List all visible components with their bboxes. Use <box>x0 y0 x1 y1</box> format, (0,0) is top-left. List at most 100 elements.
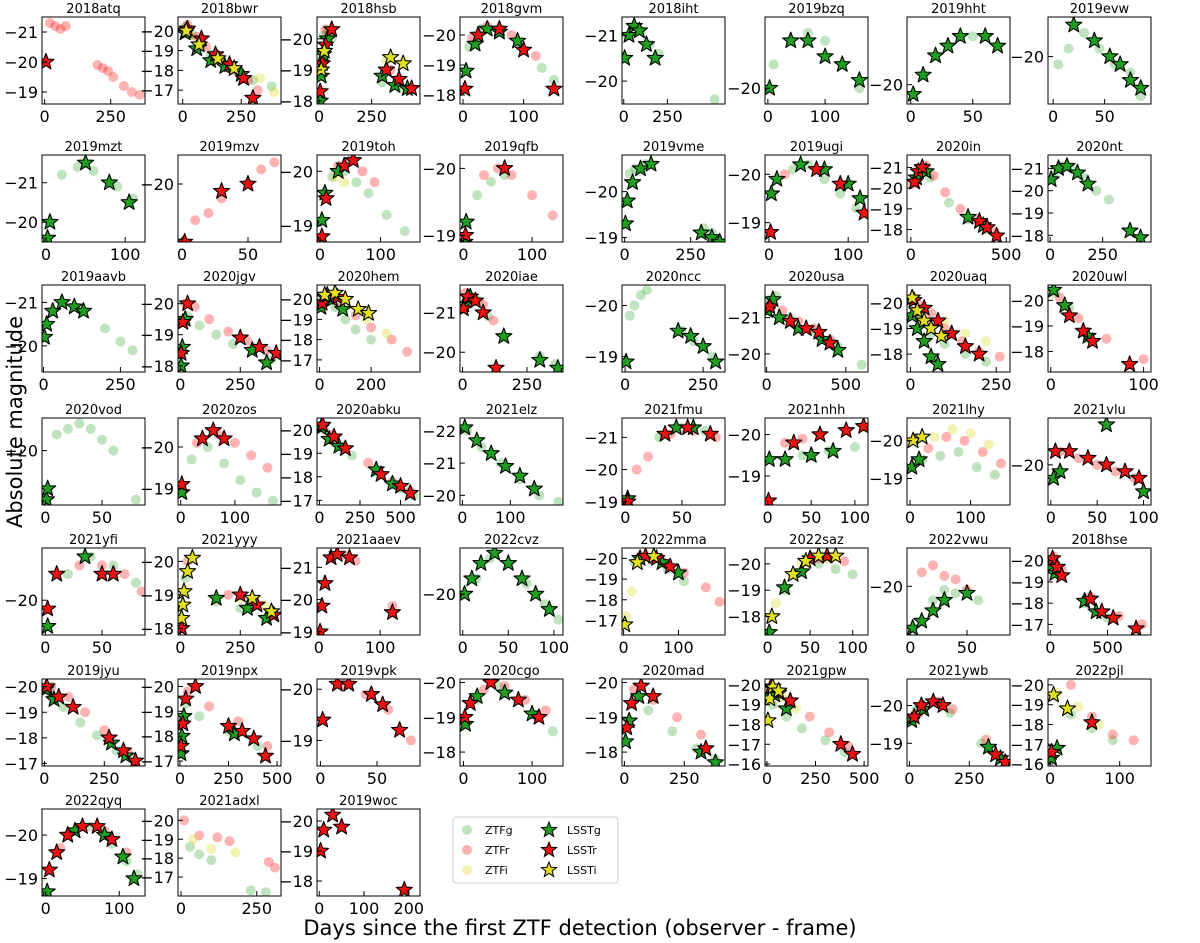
legend-marker-lsstr <box>540 840 558 858</box>
panel-title: 2021fmu <box>644 403 703 418</box>
axes-frame <box>41 154 146 243</box>
panel-title: 2021ywb <box>929 664 989 679</box>
lsstr-star <box>632 679 650 694</box>
y-tick-label: −19 <box>727 696 761 715</box>
lsstr-star <box>42 599 57 617</box>
ztfr-point <box>80 707 91 718</box>
lsstr-star <box>390 70 408 87</box>
axes-frame <box>764 154 869 243</box>
lsstr-star <box>832 735 850 752</box>
data-marks <box>622 418 721 505</box>
lsstr-star <box>317 596 331 614</box>
ztfi-point <box>254 73 265 84</box>
panel-2021aaev: 2021aaev 0 100 −21 −20 −19 <box>279 533 421 657</box>
lsstr-star <box>1083 332 1102 349</box>
ztfg-point <box>849 442 860 452</box>
x-tick-label: 0 <box>314 899 324 918</box>
ztfr-point <box>643 451 654 462</box>
ztfi-point <box>339 177 350 188</box>
panel-title: 2020ncc <box>646 270 702 285</box>
lsstr-star <box>855 203 868 221</box>
x-tick-label: 0 <box>762 769 772 788</box>
lsstg-star <box>765 450 778 467</box>
x-tick-label: 0 <box>1048 107 1058 126</box>
panel-title: 2019hht <box>931 2 986 17</box>
ztfg-point <box>235 475 246 486</box>
x-tick-label: 100 <box>1128 508 1159 527</box>
x-tick-label: 100 <box>517 769 548 788</box>
panel-title: 2018iht <box>648 2 698 17</box>
axes-frame <box>41 417 146 506</box>
panel-title: 2018gvm <box>481 2 543 17</box>
ztfi-point <box>929 431 940 442</box>
panel-title: 2019npx <box>201 664 259 679</box>
lsstr-star <box>986 745 1005 763</box>
lsstr-star <box>48 843 66 860</box>
data-marks <box>907 288 1005 372</box>
lsstg-star <box>850 71 868 88</box>
lsstg-star <box>100 173 118 191</box>
ztfr-point <box>224 836 235 847</box>
lsstr-star <box>781 312 799 329</box>
y-tick-label: −20 <box>140 677 174 696</box>
panel-title: 2022mma <box>640 533 706 548</box>
y-tick-label: −21 <box>279 558 313 577</box>
lssti-star <box>209 49 227 66</box>
ztfg-point <box>629 300 640 311</box>
y-tick-label: −18 <box>869 221 903 240</box>
legend-label-ztfg: ZTFg <box>485 824 513 837</box>
x-tick-label: 50 <box>92 638 112 657</box>
lsstr-star <box>843 745 862 762</box>
axes-frame <box>316 16 421 105</box>
lsstg-star <box>1132 79 1150 96</box>
y-tick-label: −18 <box>869 345 903 364</box>
lssti-star <box>326 285 344 301</box>
x-tick-label: 0 <box>761 375 771 394</box>
data-marks <box>765 548 858 635</box>
y-tick-label: −17 <box>727 735 761 754</box>
ztfr-point <box>190 215 201 226</box>
x-tick-label: 100 <box>349 899 380 918</box>
lsstg-star <box>317 211 331 228</box>
ztfg-point <box>206 855 217 866</box>
ztfr-point <box>1101 333 1112 344</box>
lsstg-star <box>939 36 957 54</box>
panel-2021elz: 2021elz 0 100 −22 −21 −20 <box>422 403 564 527</box>
ztfr-point <box>119 569 130 580</box>
y-tick-label: −20 <box>4 442 38 461</box>
lsstr-star <box>1097 455 1116 473</box>
ztfr-point <box>50 21 61 31</box>
y-tick-label: −17 <box>140 868 174 887</box>
lsstr-star <box>395 880 413 896</box>
lsstr-star <box>178 689 195 707</box>
ztfr-point <box>1073 453 1084 464</box>
ztfr-point <box>977 447 988 458</box>
panel-2020in: 2020in 0 500 −21 −20 −19 −18 <box>869 140 1021 264</box>
x-tick-label: 500 <box>991 245 1022 264</box>
lsstr-star <box>324 809 342 823</box>
lsstg-star <box>65 297 83 315</box>
legend-label-lsstr: LSSTr <box>567 844 597 857</box>
lsstr-star <box>178 619 191 635</box>
y-tick-label: −19 <box>279 731 313 750</box>
ztfr-point <box>506 30 517 40</box>
panel-title: 2019toh <box>341 140 395 155</box>
panel-2021fmu: 2021fmu 0 50 −21 −20 −19 <box>584 403 726 527</box>
ztfr-point <box>1110 466 1121 477</box>
x-tick-label: 0 <box>40 638 50 657</box>
lsstr-star <box>204 421 222 438</box>
lsstg-star <box>334 300 352 317</box>
lsstr-star <box>530 708 548 725</box>
lsstg-star <box>76 548 94 565</box>
x-tick-label: 0 <box>1046 508 1056 527</box>
ztfr-point <box>126 87 137 97</box>
y-tick-label: −20 <box>279 591 313 610</box>
ztfr-point <box>246 450 257 461</box>
ztfr-point <box>947 704 958 715</box>
y-tick-label: −18 <box>727 715 761 734</box>
x-tick-label: 250 <box>105 375 136 394</box>
axes-frame <box>906 678 1011 767</box>
ztfg-point <box>247 75 258 86</box>
lsstr-star <box>811 425 829 442</box>
lsstg-star <box>1085 31 1103 49</box>
